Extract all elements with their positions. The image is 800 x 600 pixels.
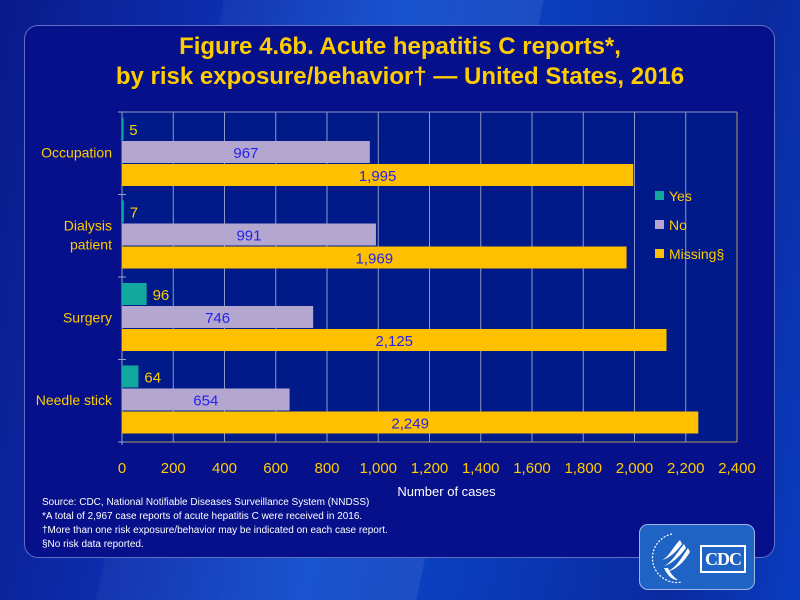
legend-label: No [669, 217, 687, 233]
legend-swatch [655, 249, 664, 258]
x-tick-label: 400 [212, 460, 237, 477]
x-tick-label: 0 [118, 460, 126, 477]
data-label: 64 [144, 370, 161, 387]
x-tick-label: 1,200 [411, 460, 449, 477]
data-label: 2,125 [375, 333, 413, 350]
x-axis-label: Number of cases [397, 484, 496, 499]
bar-yes [122, 283, 147, 305]
footnote-source: Source: CDC, National Notifiable Disease… [42, 497, 370, 508]
data-label: 654 [193, 393, 218, 410]
bar-missing [122, 246, 627, 269]
bar-no [122, 388, 290, 411]
x-tick-label: 2,000 [616, 460, 654, 477]
legend-label: Missing§ [669, 246, 724, 262]
x-tick-label: 200 [161, 460, 186, 477]
legend-swatch [655, 191, 664, 200]
bar-yes [122, 200, 124, 223]
bar-missing [122, 164, 634, 186]
footnote-missing: §No risk data reported. [42, 539, 144, 550]
x-tick-label: 1,000 [359, 460, 397, 477]
x-tick-label: 1,400 [462, 460, 500, 477]
x-tick-label: 600 [263, 460, 288, 477]
legend-swatch [655, 220, 664, 229]
data-label: 96 [153, 287, 170, 304]
data-label: 1,995 [359, 168, 397, 185]
data-label: 7 [130, 205, 138, 222]
data-label: 746 [205, 310, 230, 327]
category-label: Dialysis [64, 218, 112, 234]
footnote-total: *A total of 2,967 case reports of acute … [42, 511, 363, 522]
hhs-eagle-icon [651, 533, 690, 584]
category-label: Needle stick [36, 392, 113, 408]
data-label: 5 [129, 122, 137, 139]
data-label: 1,969 [356, 251, 394, 268]
x-tick-label: 1,600 [513, 460, 551, 477]
bar-no [122, 223, 376, 246]
cdc-logo: CDC [639, 524, 755, 590]
chart-title-line-1: Figure 4.6b. Acute hepatitis C reports*, [179, 33, 621, 60]
footnote-multiple: †More than one risk exposure/behavior ma… [42, 525, 388, 536]
data-label: 967 [233, 145, 258, 162]
cdc-wordmark: CDC [700, 545, 746, 573]
bar-yes [122, 365, 139, 388]
data-label: 991 [236, 228, 261, 245]
chart-title: Figure 4.6b. Acute hepatitis C reports*,… [0, 32, 800, 92]
footnotes: Source: CDC, National Notifiable Disease… [42, 496, 388, 552]
x-tick-label: 2,200 [667, 460, 705, 477]
legend-label: Yes [669, 188, 692, 204]
bar-yes [122, 118, 124, 140]
category-label: patient [70, 237, 112, 253]
bar-no [122, 306, 314, 328]
x-tick-label: 800 [314, 460, 339, 477]
category-label: Surgery [63, 310, 112, 326]
chart-title-line-2: by risk exposure/behavior† — United Stat… [115, 63, 685, 90]
bar-no [122, 141, 370, 163]
data-label: 2,249 [391, 416, 429, 433]
category-label: Occupation [41, 145, 112, 161]
x-tick-label: 1,800 [564, 460, 602, 477]
bar-missing [122, 411, 699, 434]
x-tick-label: 2,400 [718, 460, 756, 477]
bar-missing [122, 329, 667, 351]
